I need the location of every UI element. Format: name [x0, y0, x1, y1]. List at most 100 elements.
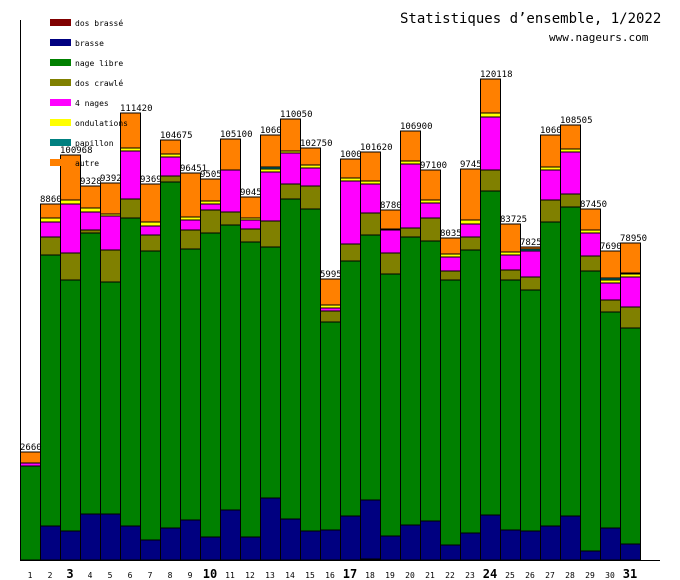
- bar-segment-nage-libre-day-28: [560, 206, 581, 517]
- bar-segment-autre-day-7: [140, 183, 161, 223]
- bar-segment-dos-crawlé-day-12: [240, 228, 261, 243]
- bar-segment-dos-crawlé-day-24: [480, 169, 501, 192]
- bar-segment-nage-libre-day-25: [500, 279, 521, 531]
- bar-label-day-2: 8860: [40, 195, 62, 205]
- bar-segment-nage-libre-day-24: [480, 190, 501, 516]
- bar-segment-autre-day-1: [20, 451, 41, 464]
- bar-segment-ondulations-day-24: [480, 112, 501, 118]
- bar-label-day-11: 105100: [220, 130, 253, 140]
- bar-segment-brasse-day-28: [560, 515, 581, 561]
- bar-segment-4-nages-day-12: [240, 219, 261, 230]
- x-tick-day-16: 16: [325, 571, 335, 580]
- bar-segment-autre-day-23: [460, 168, 481, 221]
- chart-subtitle: www.nageurs.com: [549, 31, 649, 44]
- bar-segment-4-nages-day-23: [460, 223, 481, 238]
- bar-segment-4-nages-day-9: [180, 219, 201, 231]
- bar-segment-4-nages-day-13: [260, 171, 281, 222]
- bar-label-day-25: 83725: [500, 215, 527, 225]
- bar-label-day-26: 7825: [520, 238, 542, 248]
- legend-label-nage-libre: nage libre: [75, 59, 123, 68]
- legend-swatch-dos-crawlé: [50, 79, 71, 86]
- bar-segment-4-nages-day-4: [80, 211, 101, 231]
- bar-segment-nage-libre-day-20: [400, 236, 421, 526]
- legend-label-4-nages: 4 nages: [75, 99, 109, 108]
- bar-segment-autre-day-25: [500, 223, 521, 253]
- legend-label-dos-crawlé: dos crawlé: [75, 78, 123, 88]
- bar-segment-4-nages-day-29: [580, 232, 601, 257]
- bar-segment-dos-crawlé-day-6: [120, 198, 141, 219]
- bar-segment-nage-libre-day-18: [360, 234, 381, 501]
- bar-label-day-6: 111420: [120, 104, 153, 114]
- bar-segment-brasse-day-31: [620, 543, 641, 561]
- bar-label-day-15: 102750: [300, 139, 333, 149]
- bar-segment-nage-libre-day-4: [80, 232, 101, 515]
- bar-label-day-1: 2660: [20, 443, 42, 453]
- bar-segment-4-nages-day-22: [440, 256, 461, 272]
- x-tick-day-6: 6: [128, 571, 133, 580]
- bar-segment-brasse-day-26: [520, 530, 541, 561]
- x-tick-day-12: 12: [245, 571, 255, 580]
- x-tick-day-1: 1: [28, 571, 33, 580]
- bar-segment-brasse-day-23: [460, 532, 481, 561]
- bar-label-day-4: 9328: [80, 177, 102, 187]
- x-tick-day-2: 2: [48, 571, 53, 580]
- bar-label-day-18: 101620: [360, 143, 393, 153]
- x-tick-day-17: 17: [343, 567, 357, 580]
- bar-segment-4-nages-day-26: [520, 250, 541, 278]
- bar-segment-brasse-day-2: [40, 525, 61, 561]
- bar-segment-brasse-day-21: [420, 520, 441, 561]
- bar-segment-ondulations-day-4: [80, 207, 101, 213]
- x-tick-day-21: 21: [425, 571, 435, 580]
- x-tick-day-22: 22: [445, 571, 455, 580]
- bar-segment-autre-day-29: [580, 208, 601, 231]
- bar-segment-dos-crawlé-day-20: [400, 227, 421, 238]
- bar-segment-dos-crawlé-day-13: [260, 220, 281, 248]
- bar-segment-4-nages-day-5: [100, 215, 121, 251]
- bar-label-day-23: 9745: [460, 160, 482, 170]
- bar-label-day-12: 9045: [240, 188, 262, 198]
- x-tick-day-7: 7: [148, 571, 153, 580]
- bar-label-day-3: 100968: [60, 146, 93, 156]
- bar-segment-brasse-day-5: [100, 513, 121, 561]
- bar-segment-dos-crawlé-day-8: [160, 175, 181, 183]
- bar-segment-ondulations-day-3: [60, 199, 81, 205]
- bar-label-day-10: 9505: [200, 170, 222, 180]
- bar-segment-autre-day-17: [340, 158, 361, 179]
- bar-segment-autre-day-10: [200, 178, 221, 202]
- bar-segment-brasse-day-14: [280, 518, 301, 561]
- bar-segment-dos-crawlé-day-26: [520, 276, 541, 291]
- x-tick-day-20: 20: [405, 571, 415, 580]
- bar-segment-nage-libre-day-6: [120, 217, 141, 527]
- bar-label-day-24: 120118: [480, 70, 513, 80]
- bar-label-day-21: 97100: [420, 161, 447, 171]
- bar-segment-brasse-day-15: [300, 530, 321, 561]
- bar-segment-dos-crawlé-day-14: [280, 183, 301, 200]
- x-tick-day-10: 10: [203, 567, 217, 580]
- bar-segment-4-nages-day-11: [220, 169, 241, 213]
- bar-segment-nage-libre-day-30: [600, 311, 621, 529]
- bar-segment-brasse-day-13: [260, 497, 281, 561]
- legend-label-papillon: papillon: [75, 139, 114, 148]
- bar-segment-autre-day-18: [360, 151, 381, 182]
- legend-label-dos-brassé: dos brassé: [75, 18, 123, 28]
- x-tick-day-31: 31: [623, 567, 637, 580]
- bar-label-day-9: 96451: [180, 164, 207, 174]
- bar-segment-4-nages-day-6: [120, 150, 141, 200]
- bar-segment-dos-crawlé-day-17: [340, 243, 361, 262]
- bar-segment-nage-libre-day-2: [40, 254, 61, 527]
- bar-segment-ondulations-day-2: [40, 217, 61, 223]
- bar-label-day-14: 110050: [280, 110, 313, 120]
- bar-segment-autre-day-28: [560, 124, 581, 150]
- bar-segment-dos-crawlé-day-11: [220, 211, 241, 226]
- bar-segment-ondulations-day-7: [140, 221, 161, 227]
- chart-title: Statistiques d’ensemble, 1/2022: [400, 11, 661, 27]
- bar-label-day-30: 7690: [600, 242, 622, 252]
- bar-segment-nage-libre-day-29: [580, 270, 601, 552]
- legend-swatch-dos-brassé: [50, 19, 71, 26]
- bar-segment-dos-crawlé-day-5: [100, 249, 121, 283]
- bar-label-day-19: 8780: [380, 201, 402, 211]
- bar-segment-4-nages-day-19: [380, 229, 401, 254]
- x-tick-day-28: 28: [565, 571, 575, 580]
